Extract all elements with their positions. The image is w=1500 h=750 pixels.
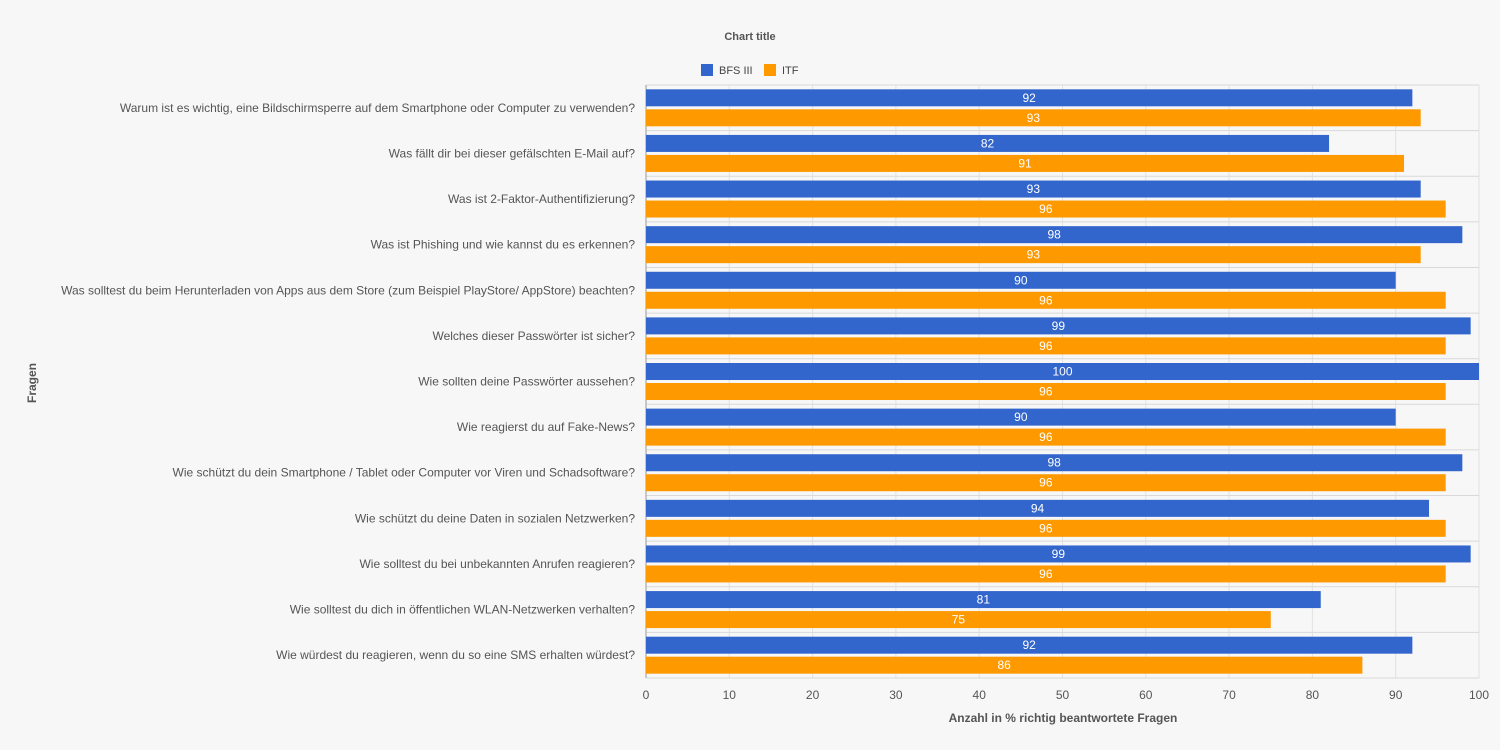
data-label: 99 (1052, 319, 1066, 333)
data-label: 86 (998, 658, 1012, 672)
data-label: 98 (1047, 456, 1061, 470)
data-label: 75 (952, 613, 966, 627)
bar (646, 134, 1330, 152)
x-tick-label: 80 (1306, 688, 1320, 702)
bar (646, 89, 1413, 107)
x-tick-label: 100 (1469, 688, 1489, 702)
category-labels: Warum ist es wichtig, eine Bildschirmspe… (61, 101, 635, 662)
data-label: 96 (1039, 521, 1053, 535)
data-label: 96 (1039, 293, 1053, 307)
bar (646, 565, 1446, 583)
bar (646, 246, 1421, 264)
bar (646, 454, 1463, 472)
bar (646, 499, 1430, 517)
data-label: 94 (1031, 501, 1045, 515)
data-label: 98 (1047, 228, 1061, 242)
category-label: Wie reagierst du auf Fake-News? (457, 420, 635, 434)
gridlines (645, 84, 1480, 679)
data-label: 96 (1039, 385, 1053, 399)
data-label: 96 (1039, 567, 1053, 581)
category-label: Was ist 2-Faktor-Authentifizierung? (448, 192, 635, 206)
data-label: 91 (1018, 156, 1032, 170)
x-tick-label: 60 (1139, 688, 1153, 702)
category-label: Wie würdest du reagieren, wenn du so ein… (276, 648, 635, 662)
category-label: Wie schützt du deine Daten in sozialen N… (355, 511, 635, 525)
category-label: Wie sollten deine Passwörter aussehen? (418, 375, 635, 389)
x-tick-label: 40 (973, 688, 987, 702)
x-tick-label: 20 (806, 688, 820, 702)
data-label: 90 (1014, 410, 1028, 424)
bar (646, 291, 1446, 309)
y-axis-title: Fragen (25, 363, 39, 403)
category-label: Wie solltest du dich in öffentlichen WLA… (290, 603, 636, 617)
x-tick-label: 10 (723, 688, 737, 702)
bar (646, 109, 1421, 127)
bars: 92 93 82 91 93 96 98 93 90 96 99 96 100 96 90 96 98 96 94 9… (646, 89, 1479, 674)
category-label: Was fällt dir bei dieser gefälschten E-M… (389, 146, 636, 160)
legend-swatch (764, 64, 776, 76)
data-label: 96 (1039, 202, 1053, 216)
data-label: 90 (1014, 273, 1028, 287)
bar (646, 408, 1396, 426)
chart-title: Chart title (724, 31, 775, 43)
category-label: Warum ist es wichtig, eine Bildschirmspe… (120, 101, 635, 115)
bar (646, 180, 1421, 198)
bar (646, 656, 1363, 674)
category-label: Wie schützt du dein Smartphone / Tablet … (173, 466, 636, 480)
data-label: 92 (1023, 91, 1037, 105)
x-tick-label: 30 (889, 688, 903, 702)
data-label: 82 (981, 136, 995, 150)
bar (646, 474, 1446, 492)
data-label: 93 (1027, 248, 1041, 262)
data-label: 96 (1039, 476, 1053, 490)
data-label: 96 (1039, 430, 1053, 444)
x-tick-label: 0 (643, 688, 650, 702)
bar (646, 317, 1471, 335)
data-label: 93 (1027, 182, 1041, 196)
bar (646, 636, 1413, 654)
x-tick-label: 90 (1389, 688, 1403, 702)
category-label: Was solltest du beim Herunterladen von A… (61, 283, 635, 297)
legend-label: BFS III (719, 65, 753, 77)
bar (646, 200, 1446, 218)
bar (646, 271, 1396, 289)
bar (646, 611, 1271, 629)
data-label: 81 (977, 593, 991, 607)
bar (646, 154, 1405, 172)
bar (646, 226, 1463, 244)
bar (646, 337, 1446, 355)
legend: BFS III ITF (701, 64, 799, 77)
data-label: 93 (1027, 111, 1041, 125)
bar (646, 545, 1471, 563)
data-label: 92 (1023, 638, 1037, 652)
bar (646, 428, 1446, 446)
legend-swatch (701, 64, 713, 76)
category-label: Wie solltest du bei unbekannten Anrufen … (359, 557, 635, 571)
bar (646, 363, 1479, 380)
legend-label: ITF (782, 65, 799, 77)
x-axis-title: Anzahl in % richtig beantwortete Fragen (949, 711, 1178, 725)
x-tick-label: 70 (1222, 688, 1236, 702)
category-label: Was ist Phishing und wie kannst du es er… (371, 238, 636, 252)
bar (646, 591, 1321, 609)
data-label: 100 (1052, 365, 1072, 379)
x-axis-ticks: 0 10 20 30 40 50 60 70 80 90 100 (643, 688, 1490, 702)
bar (646, 519, 1446, 537)
data-label: 96 (1039, 339, 1053, 353)
category-label: Welches dieser Passwörter ist sicher? (432, 329, 635, 343)
data-label: 99 (1052, 547, 1066, 561)
bar (646, 383, 1446, 400)
x-tick-label: 50 (1056, 688, 1070, 702)
